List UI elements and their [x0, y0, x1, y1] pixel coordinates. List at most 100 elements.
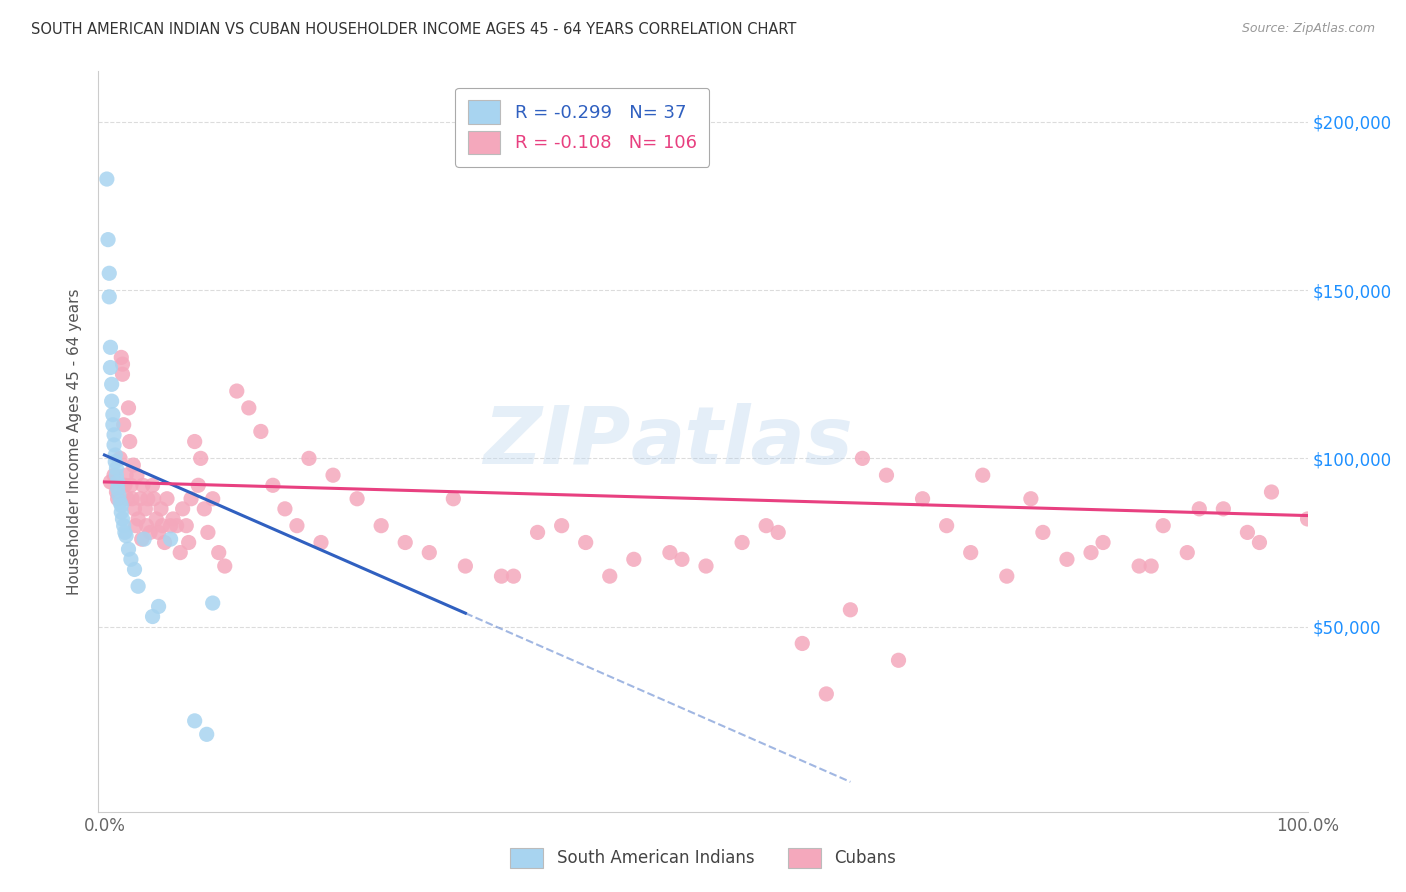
Point: [105, 485, 128, 500]
Point: [839, 603, 862, 617]
Text: atlas: atlas: [630, 402, 853, 481]
Point: [418, 546, 440, 560]
Point: [149, 501, 172, 516]
Point: [441, 491, 464, 506]
Point: [959, 546, 981, 560]
Point: [117, 542, 139, 557]
Point: [124, 501, 146, 516]
Point: [197, 525, 219, 540]
Point: [394, 535, 416, 549]
Point: [111, 512, 134, 526]
Point: [100, 340, 122, 354]
Point: [111, 357, 134, 371]
Point: [851, 451, 873, 466]
Point: [159, 518, 181, 533]
Point: [103, 438, 125, 452]
Point: [172, 501, 194, 516]
Point: [115, 529, 138, 543]
Point: [575, 535, 598, 549]
Point: [110, 505, 132, 519]
Point: [911, 491, 934, 506]
Point: [1296, 512, 1319, 526]
Point: [104, 448, 127, 462]
Point: [180, 491, 202, 506]
Point: [875, 468, 897, 483]
Legend: R = -0.299   N= 37, R = -0.108   N= 106: R = -0.299 N= 37, R = -0.108 N= 106: [456, 87, 709, 167]
Point: [110, 351, 132, 365]
Text: ZIP: ZIP: [484, 402, 630, 481]
Point: [671, 552, 693, 566]
Point: [136, 491, 159, 506]
Point: [148, 525, 170, 540]
Point: [127, 512, 149, 526]
Point: [298, 451, 321, 466]
Point: [104, 455, 127, 469]
Point: [1212, 501, 1234, 516]
Point: [766, 525, 789, 540]
Point: [214, 559, 236, 574]
Point: [322, 468, 344, 483]
Point: [156, 491, 179, 506]
Point: [103, 468, 125, 483]
Legend: South American Indians, Cubans: South American Indians, Cubans: [503, 841, 903, 875]
Point: [159, 532, 181, 546]
Point: [1080, 546, 1102, 560]
Point: [183, 714, 205, 728]
Point: [108, 495, 131, 509]
Point: [142, 609, 165, 624]
Point: [107, 475, 129, 489]
Point: [550, 518, 572, 533]
Point: [174, 518, 197, 533]
Point: [454, 559, 477, 574]
Point: [107, 482, 129, 496]
Point: [177, 535, 200, 549]
Point: [502, 569, 524, 583]
Point: [98, 290, 121, 304]
Point: [250, 425, 273, 439]
Point: [110, 499, 132, 513]
Point: [285, 518, 308, 533]
Point: [148, 599, 170, 614]
Point: [1019, 491, 1042, 506]
Point: [274, 501, 297, 516]
Point: [101, 417, 124, 432]
Point: [96, 172, 118, 186]
Point: [108, 488, 131, 502]
Point: [1188, 501, 1211, 516]
Point: [1032, 525, 1054, 540]
Point: [142, 491, 165, 506]
Point: [190, 451, 212, 466]
Point: [887, 653, 910, 667]
Point: [1056, 552, 1078, 566]
Point: [1175, 546, 1198, 560]
Point: [117, 491, 139, 506]
Point: [526, 525, 548, 540]
Point: [97, 233, 120, 247]
Point: [120, 478, 142, 492]
Point: [201, 596, 224, 610]
Point: [623, 552, 645, 566]
Point: [105, 461, 128, 475]
Point: [225, 384, 247, 398]
Point: [195, 727, 218, 741]
Point: [208, 546, 231, 560]
Point: [1249, 535, 1271, 549]
Point: [139, 525, 162, 540]
Point: [112, 417, 135, 432]
Point: [162, 512, 184, 526]
Point: [105, 468, 128, 483]
Point: [127, 579, 149, 593]
Point: [201, 491, 224, 506]
Point: [114, 478, 136, 492]
Y-axis label: Householder Income Ages 45 - 64 years: Householder Income Ages 45 - 64 years: [67, 288, 83, 595]
Point: [755, 518, 778, 533]
Point: [111, 368, 134, 382]
Point: [187, 478, 209, 492]
Point: [129, 491, 152, 506]
Point: [122, 458, 145, 472]
Point: [103, 427, 125, 442]
Point: [142, 478, 165, 492]
Point: [135, 518, 157, 533]
Point: [695, 559, 717, 574]
Point: [134, 532, 156, 546]
